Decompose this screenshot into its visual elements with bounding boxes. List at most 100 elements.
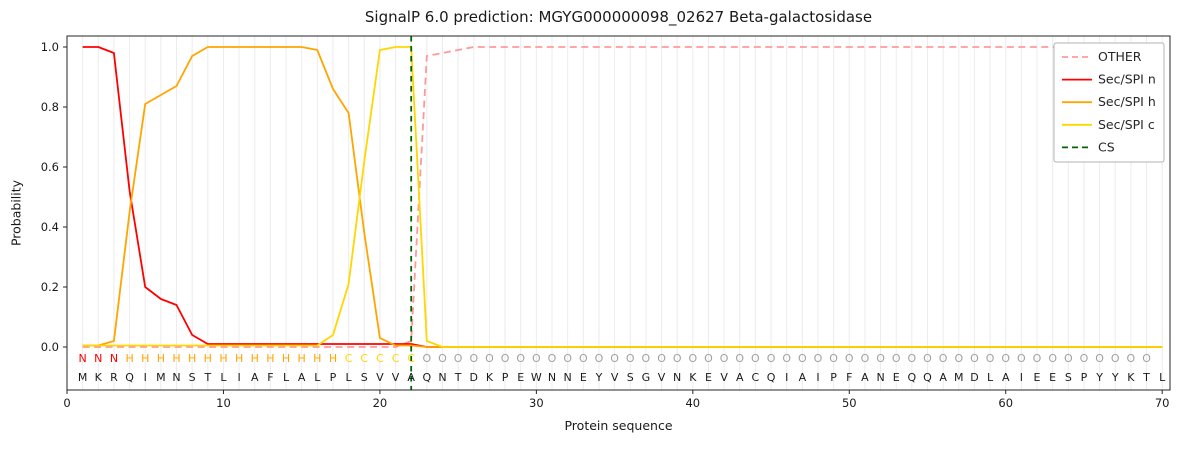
svg-text:M: M: [156, 371, 166, 384]
legend-item-sec-spi-h: Sec/SPI h: [1062, 94, 1156, 109]
svg-text:A: A: [736, 371, 744, 384]
svg-text:T: T: [203, 371, 211, 384]
svg-text:S: S: [627, 371, 634, 384]
svg-text:O: O: [829, 352, 838, 365]
svg-text:O: O: [501, 352, 510, 365]
svg-text:O: O: [657, 352, 666, 365]
svg-text:N: N: [94, 352, 102, 365]
legend-item-sec-spi-n: Sec/SPI n: [1062, 72, 1156, 87]
svg-text:N: N: [110, 352, 118, 365]
svg-text:E: E: [705, 371, 712, 384]
svg-text:D: D: [970, 371, 978, 384]
plot-frame: [66, 35, 1171, 391]
svg-text:M: M: [954, 371, 964, 384]
svg-text:S: S: [1065, 371, 1072, 384]
legend-item-sec-spi-c: Sec/SPI c: [1062, 117, 1155, 132]
svg-text:N: N: [438, 371, 446, 384]
svg-text:O: O: [610, 352, 619, 365]
svg-text:O: O: [579, 352, 588, 365]
svg-text:C: C: [345, 352, 353, 365]
svg-text:O: O: [767, 352, 776, 365]
svg-text:I: I: [816, 371, 819, 384]
svg-text:O: O: [908, 352, 917, 365]
y-tick-label: 0.6: [41, 160, 59, 174]
svg-text:O: O: [563, 352, 572, 365]
svg-text:K: K: [689, 371, 697, 384]
svg-text:I: I: [237, 371, 240, 384]
svg-text:O: O: [782, 352, 791, 365]
svg-text:N: N: [172, 371, 180, 384]
svg-text:F: F: [267, 371, 273, 384]
svg-text:H: H: [219, 352, 227, 365]
y-tick-label: 0.4: [41, 220, 59, 234]
svg-text:O: O: [1080, 352, 1089, 365]
svg-text:H: H: [313, 352, 321, 365]
svg-text:K: K: [1127, 371, 1135, 384]
svg-text:Q: Q: [923, 371, 932, 384]
svg-text:H: H: [329, 352, 337, 365]
svg-text:C: C: [360, 352, 368, 365]
svg-text:N: N: [548, 371, 556, 384]
svg-text:V: V: [376, 371, 384, 384]
svg-text:L: L: [1159, 371, 1166, 384]
svg-text:D: D: [470, 371, 478, 384]
svg-text:R: R: [110, 371, 118, 384]
svg-text:Q: Q: [908, 371, 917, 384]
svg-text:P: P: [502, 371, 509, 384]
svg-text:L: L: [220, 371, 227, 384]
svg-text:N: N: [564, 371, 572, 384]
svg-text:H: H: [125, 352, 133, 365]
svg-text:P: P: [1081, 371, 1088, 384]
svg-text:C: C: [392, 352, 400, 365]
svg-text:O: O: [923, 352, 932, 365]
svg-text:O: O: [1142, 352, 1151, 365]
legend-label: OTHER: [1098, 49, 1142, 64]
svg-text:A: A: [298, 371, 306, 384]
svg-text:V: V: [611, 371, 619, 384]
svg-text:Y: Y: [595, 371, 603, 384]
svg-text:O: O: [454, 352, 463, 365]
svg-text:O: O: [1033, 352, 1042, 365]
svg-text:I: I: [144, 371, 147, 384]
svg-text:O: O: [876, 352, 885, 365]
svg-text:E: E: [580, 371, 587, 384]
legend-item-cs: CS: [1062, 139, 1115, 154]
x-tick-label: 20: [373, 396, 388, 410]
svg-text:O: O: [688, 352, 697, 365]
svg-text:O: O: [1127, 352, 1136, 365]
svg-text:H: H: [266, 352, 274, 365]
svg-text:L: L: [987, 371, 994, 384]
svg-text:O: O: [798, 352, 807, 365]
legend-label: Sec/SPI c: [1098, 117, 1155, 132]
svg-text:P: P: [330, 371, 337, 384]
x-tick-label: 50: [842, 396, 857, 410]
x-tick-label: 60: [998, 396, 1013, 410]
svg-text:C: C: [376, 352, 384, 365]
svg-text:O: O: [1017, 352, 1026, 365]
svg-text:O: O: [861, 352, 870, 365]
svg-text:S: S: [361, 371, 368, 384]
svg-text:A: A: [799, 371, 807, 384]
x-tick-label: 40: [685, 396, 700, 410]
svg-text:O: O: [1111, 352, 1120, 365]
svg-text:O: O: [735, 352, 744, 365]
svg-text:A: A: [939, 371, 947, 384]
svg-text:N: N: [876, 371, 884, 384]
x-tick-label: 0: [63, 396, 70, 410]
svg-text:Y: Y: [1095, 371, 1103, 384]
chart-title: SignalP 6.0 prediction: MGYG000000098_02…: [364, 8, 873, 26]
legend: OTHER Sec/SPI n Sec/SPI h Sec/SPI c CS: [1053, 42, 1165, 163]
legend-item-other: OTHER: [1062, 49, 1142, 64]
x-axis-label: Protein sequence: [564, 418, 673, 433]
svg-text:O: O: [751, 352, 760, 365]
svg-text:W: W: [531, 371, 542, 384]
svg-text:G: G: [642, 371, 651, 384]
svg-text:O: O: [1064, 352, 1073, 365]
y-tick-label: 0.8: [41, 100, 59, 114]
svg-text:Q: Q: [767, 371, 776, 384]
svg-text:O: O: [986, 352, 995, 365]
svg-text:O: O: [1095, 352, 1104, 365]
svg-text:O: O: [626, 352, 635, 365]
y-tick-label: 1.0: [41, 40, 59, 54]
svg-text:O: O: [469, 352, 478, 365]
